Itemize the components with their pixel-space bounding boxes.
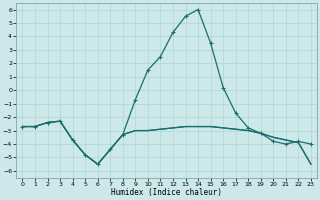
X-axis label: Humidex (Indice chaleur): Humidex (Indice chaleur) [111, 188, 222, 197]
